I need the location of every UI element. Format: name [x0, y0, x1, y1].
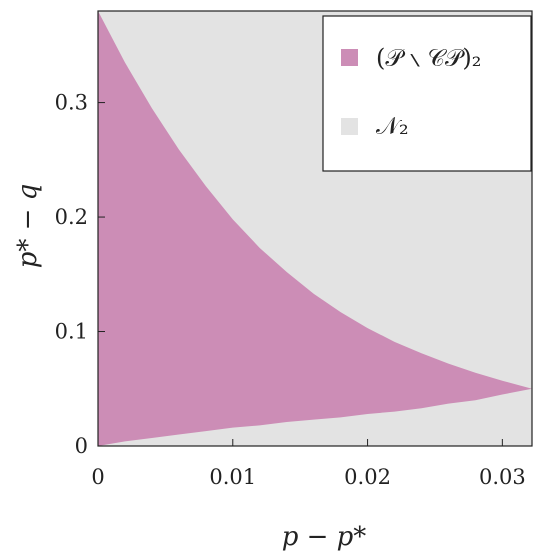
x-tick-label: 0.03 — [479, 465, 526, 489]
y-tick-label: 0.2 — [55, 205, 88, 229]
legend-label-p-minus-cp: (𝒫 ∖ 𝒞𝒫)₂ — [376, 44, 481, 72]
y-axis-ticks: 0 0.1 0.2 0.3 — [55, 91, 105, 458]
legend-box — [322, 15, 532, 172]
region-p-minus-cp — [98, 11, 532, 446]
y-tick-label: 0.1 — [55, 320, 88, 344]
y-tick-label: 0.3 — [55, 91, 88, 115]
legend-label-n2: 𝒩₂ — [376, 112, 409, 140]
legend-swatch-n2 — [341, 118, 358, 135]
x-axis-label: p − p* — [282, 522, 367, 552]
x-tick-label: 0.01 — [209, 465, 256, 489]
x-tick-label: 0 — [91, 465, 104, 489]
plot-frame — [97, 10, 533, 447]
y-tick-label: 0 — [75, 434, 88, 458]
legend-swatch-p-minus-cp — [341, 49, 358, 66]
legend: (𝒫 ∖ 𝒞𝒫)₂ 𝒩₂ — [322, 15, 532, 172]
y-axis-label: p* − q — [13, 184, 43, 269]
x-axis-ticks: 0 0.01 0.02 0.03 — [91, 439, 526, 489]
x-tick-label: 0.02 — [344, 465, 391, 489]
